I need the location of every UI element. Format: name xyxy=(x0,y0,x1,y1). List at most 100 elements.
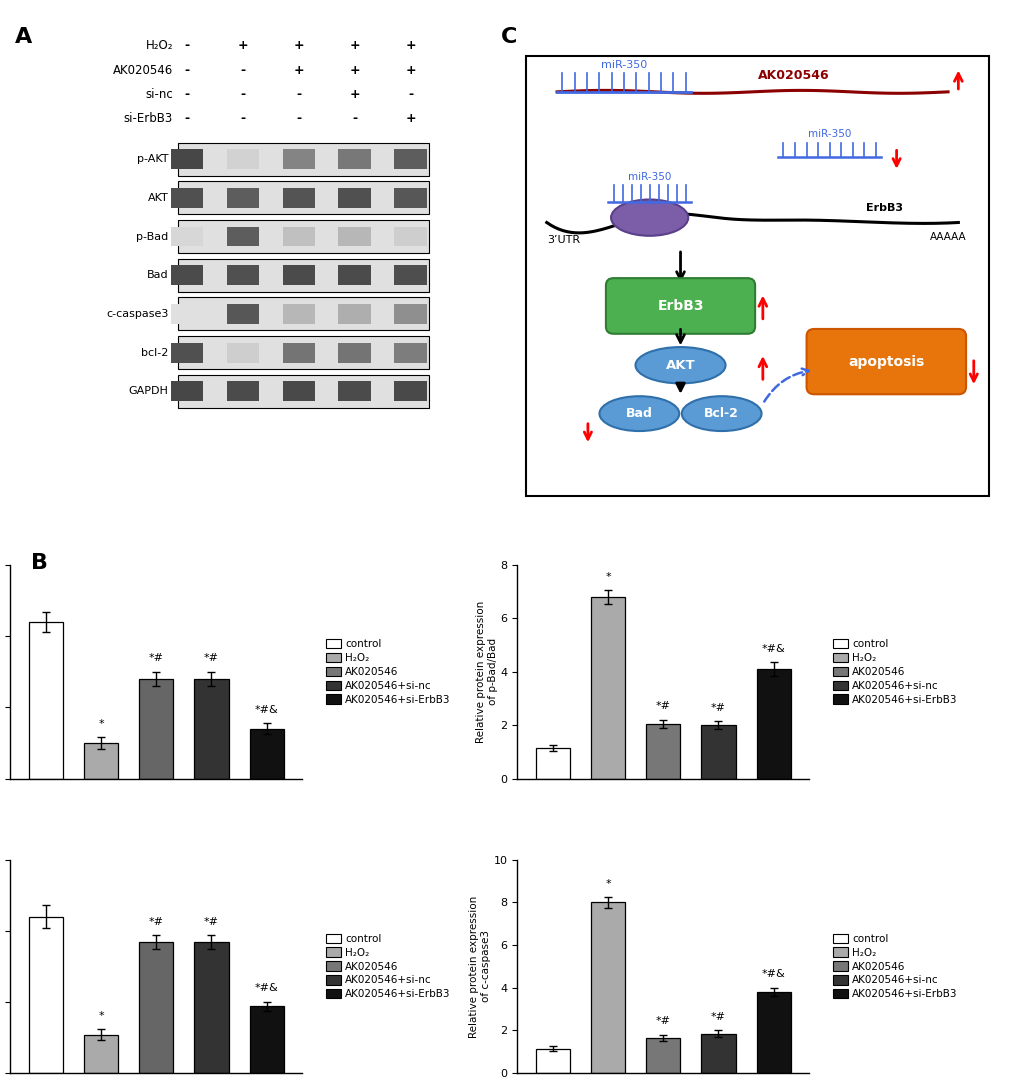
Text: Bad: Bad xyxy=(626,408,652,421)
Text: *: * xyxy=(98,719,104,728)
Text: ErbB3: ErbB3 xyxy=(865,203,902,212)
Text: +: + xyxy=(350,64,360,77)
Bar xyxy=(394,150,426,169)
Bar xyxy=(177,181,429,215)
Bar xyxy=(394,227,426,246)
Bar xyxy=(177,220,429,253)
Bar xyxy=(170,150,203,169)
Bar xyxy=(177,143,429,176)
Text: *#&: *#& xyxy=(761,969,785,979)
Text: *#: *# xyxy=(655,1016,671,1027)
Bar xyxy=(84,743,118,778)
Bar xyxy=(226,382,259,401)
Bar xyxy=(226,188,259,208)
Text: -: - xyxy=(408,88,413,101)
Bar xyxy=(394,343,426,362)
Bar xyxy=(170,305,203,324)
Y-axis label: Relative protein expression
of p-Bad/Bad: Relative protein expression of p-Bad/Bad xyxy=(476,601,497,743)
Text: C: C xyxy=(500,26,517,47)
Bar xyxy=(177,375,429,408)
Ellipse shape xyxy=(610,199,688,236)
Text: H₂O₂: H₂O₂ xyxy=(146,39,173,52)
Bar xyxy=(394,188,426,208)
Text: miR-350: miR-350 xyxy=(600,60,646,70)
Bar xyxy=(177,336,429,370)
Text: *#: *# xyxy=(149,654,164,663)
Legend: control, H₂O₂, AK020546, AK020546+si-nc, AK020546+si-ErbB3: control, H₂O₂, AK020546, AK020546+si-nc,… xyxy=(322,635,454,709)
Bar xyxy=(226,227,259,246)
Bar xyxy=(701,1034,735,1073)
Text: AK020546: AK020546 xyxy=(757,69,828,82)
Bar xyxy=(646,1038,680,1073)
Text: -: - xyxy=(240,112,246,125)
Bar xyxy=(195,679,228,778)
Bar xyxy=(177,259,429,292)
Text: 3’UTR: 3’UTR xyxy=(546,234,580,245)
Text: +: + xyxy=(293,64,304,77)
Text: *#: *# xyxy=(710,702,726,712)
Text: -: - xyxy=(240,88,246,101)
Text: miR-350: miR-350 xyxy=(807,129,851,139)
Bar xyxy=(170,382,203,401)
Bar xyxy=(250,1006,283,1073)
Text: -: - xyxy=(184,39,190,52)
Legend: control, H₂O₂, AK020546, AK020546+si-nc, AK020546+si-ErbB3: control, H₂O₂, AK020546, AK020546+si-nc,… xyxy=(828,929,961,1004)
Bar xyxy=(282,382,315,401)
Text: ErbB3: ErbB3 xyxy=(656,299,703,313)
Bar xyxy=(338,305,371,324)
Text: +: + xyxy=(405,64,416,77)
Bar xyxy=(282,150,315,169)
Bar xyxy=(282,227,315,246)
Bar xyxy=(282,188,315,208)
Bar xyxy=(338,188,371,208)
Bar xyxy=(282,266,315,285)
Text: *#&: *#& xyxy=(255,705,278,714)
Text: bcl-2: bcl-2 xyxy=(141,348,168,358)
Bar xyxy=(177,297,429,331)
Bar xyxy=(29,917,63,1073)
Bar xyxy=(338,382,371,401)
Text: B: B xyxy=(31,553,48,572)
Text: *: * xyxy=(98,1010,104,1020)
Text: AAAAA: AAAAA xyxy=(929,232,965,242)
Text: *#: *# xyxy=(204,654,219,663)
Text: si-ErbB3: si-ErbB3 xyxy=(123,112,173,125)
Legend: control, H₂O₂, AK020546, AK020546+si-nc, AK020546+si-ErbB3: control, H₂O₂, AK020546, AK020546+si-nc,… xyxy=(322,929,454,1004)
Bar xyxy=(338,227,371,246)
Text: *: * xyxy=(604,572,610,582)
Bar xyxy=(535,1048,570,1073)
Text: Bcl-2: Bcl-2 xyxy=(703,408,739,421)
Bar xyxy=(590,902,625,1073)
Bar xyxy=(646,724,680,778)
Text: A: A xyxy=(15,26,32,47)
Bar xyxy=(170,343,203,362)
Bar xyxy=(282,305,315,324)
Bar xyxy=(756,992,790,1073)
Bar xyxy=(226,305,259,324)
Text: *#: *# xyxy=(204,917,219,927)
Text: -: - xyxy=(296,88,301,101)
Bar xyxy=(195,942,228,1073)
Bar xyxy=(250,728,283,778)
Text: AKT: AKT xyxy=(665,359,695,372)
Text: c-caspase3: c-caspase3 xyxy=(106,309,168,319)
Y-axis label: Relative protein expression
of c-caspase3: Relative protein expression of c-caspase… xyxy=(469,895,490,1037)
Text: *#: *# xyxy=(710,1012,726,1022)
Bar xyxy=(226,150,259,169)
Text: *#: *# xyxy=(149,917,164,927)
Bar xyxy=(394,266,426,285)
Bar xyxy=(338,266,371,285)
Text: AK020546: AK020546 xyxy=(113,64,173,77)
Text: +: + xyxy=(405,39,416,52)
Bar xyxy=(590,597,625,778)
Bar xyxy=(170,266,203,285)
Text: p-Bad: p-Bad xyxy=(137,232,168,242)
Bar xyxy=(29,622,63,778)
Bar xyxy=(338,343,371,362)
Legend: control, H₂O₂, AK020546, AK020546+si-nc, AK020546+si-ErbB3: control, H₂O₂, AK020546, AK020546+si-nc,… xyxy=(828,635,961,709)
Text: -: - xyxy=(240,64,246,77)
Bar xyxy=(226,343,259,362)
Text: *#: *# xyxy=(655,701,671,711)
Text: +: + xyxy=(293,39,304,52)
Text: -: - xyxy=(184,112,190,125)
